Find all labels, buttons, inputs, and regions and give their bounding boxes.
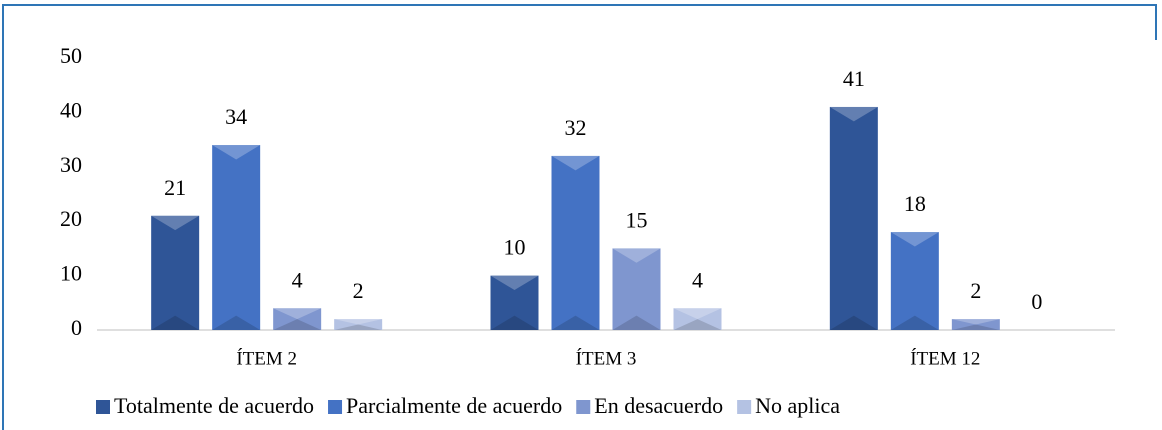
y-tick-label: 20	[60, 206, 82, 231]
bar-bevel	[273, 308, 322, 320]
y-tick-label: 50	[60, 43, 82, 68]
value-label: 32	[565, 115, 587, 140]
legend-label: Parcialmente de acuerdo	[346, 393, 562, 418]
legend-swatch	[96, 400, 110, 414]
bar	[673, 308, 722, 330]
value-label: 18	[904, 191, 926, 216]
bar-bevel	[829, 106, 878, 122]
frame	[2, 4, 1157, 430]
bar-bevel	[490, 275, 539, 290]
value-label: 0	[1031, 289, 1042, 314]
bar	[951, 319, 1000, 330]
bar	[212, 145, 261, 330]
bar-bevel	[673, 308, 722, 320]
value-label: 21	[164, 175, 186, 200]
bar-bevel	[612, 248, 661, 263]
bar-bevel	[212, 315, 261, 330]
legend-swatch	[328, 400, 343, 414]
y-tick-label: 30	[60, 152, 82, 177]
legend-swatch	[576, 400, 591, 414]
bar-bevel	[334, 319, 383, 325]
bar	[551, 155, 600, 330]
legend-swatch	[737, 400, 752, 414]
value-label: 4	[692, 267, 703, 292]
bar-bevel	[212, 145, 261, 160]
value-label: 4	[292, 267, 303, 292]
bar-bevel	[951, 324, 1000, 330]
bar-bevel	[151, 315, 200, 330]
bar-bevel	[490, 315, 539, 330]
value-label: 2	[970, 278, 981, 303]
y-tick-label: 40	[60, 97, 82, 122]
y-tick-label: 10	[60, 261, 82, 286]
x-tick-label: ÍTEM 3	[576, 347, 637, 369]
bar-bevel	[890, 315, 939, 330]
bar	[490, 275, 539, 330]
bar-bevel	[890, 232, 939, 247]
legend-label: No aplica	[755, 393, 840, 418]
value-label: 34	[225, 104, 247, 129]
bar	[151, 215, 200, 330]
bar-bevel	[273, 319, 322, 330]
bar-bevel	[334, 324, 383, 330]
bar	[334, 319, 383, 330]
bar	[273, 308, 322, 330]
value-label: 41	[843, 66, 865, 91]
bar-bevel	[612, 315, 661, 330]
bar-bevel	[151, 215, 200, 231]
bar	[829, 106, 878, 331]
x-tick-label: ÍTEM 12	[910, 347, 980, 369]
value-label: 10	[504, 235, 526, 260]
legend-label: Totalmente de acuerdo	[114, 393, 314, 418]
value-label: 2	[353, 278, 364, 303]
x-tick-label: ÍTEM 2	[236, 347, 297, 369]
y-tick-label: 0	[71, 315, 82, 340]
bar-bevel	[551, 155, 600, 171]
bar-bevel	[673, 319, 722, 330]
bar-bevel	[951, 319, 1000, 325]
value-label: 15	[626, 207, 648, 232]
legend-label: En desacuerdo	[594, 393, 723, 418]
bar	[890, 232, 939, 330]
bar-bevel	[829, 315, 878, 330]
bar	[612, 248, 661, 330]
bar-bevel	[551, 315, 600, 330]
